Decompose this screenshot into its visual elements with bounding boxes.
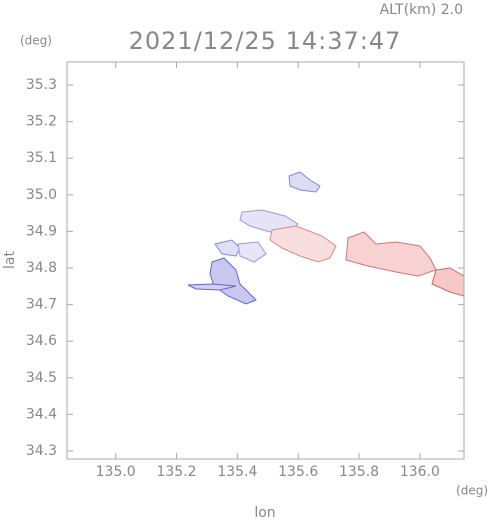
y-tick-label: 34.3 <box>26 443 57 459</box>
y-tick-label: 35.0 <box>26 187 57 203</box>
plot-frame <box>66 61 465 460</box>
x-tick-label: 135.2 <box>156 464 196 480</box>
y-tick-label: 34.7 <box>26 297 57 313</box>
x-tick-label: 135.8 <box>339 464 379 480</box>
y-tick-label: 34.8 <box>26 260 57 276</box>
y-tick-label: 34.5 <box>26 370 57 386</box>
y-tick-label: 35.1 <box>26 150 57 166</box>
y-tick-label: 35.2 <box>26 114 57 130</box>
y-tick-label: 34.9 <box>26 223 57 239</box>
y-tick-label: 34.6 <box>26 333 57 349</box>
y-unit: (deg) <box>20 34 52 48</box>
y-axis-label: lat <box>2 251 18 269</box>
x-unit: (deg) <box>456 484 488 498</box>
y-tick-label: 35.3 <box>26 77 57 93</box>
y-tick-label: 34.4 <box>26 406 57 422</box>
x-axis-label: lon <box>254 505 275 521</box>
x-tick-label: 135.0 <box>96 464 136 480</box>
echo-areas <box>187 171 465 305</box>
x-tick-label: 136.0 <box>400 464 440 480</box>
altitude: ALT(km) 2.0 <box>380 2 463 18</box>
chart-title: 2021/12/25 14:37:47 <box>129 27 402 55</box>
x-tick-label: 135.4 <box>217 464 257 480</box>
x-tick-label: 135.6 <box>278 464 318 480</box>
